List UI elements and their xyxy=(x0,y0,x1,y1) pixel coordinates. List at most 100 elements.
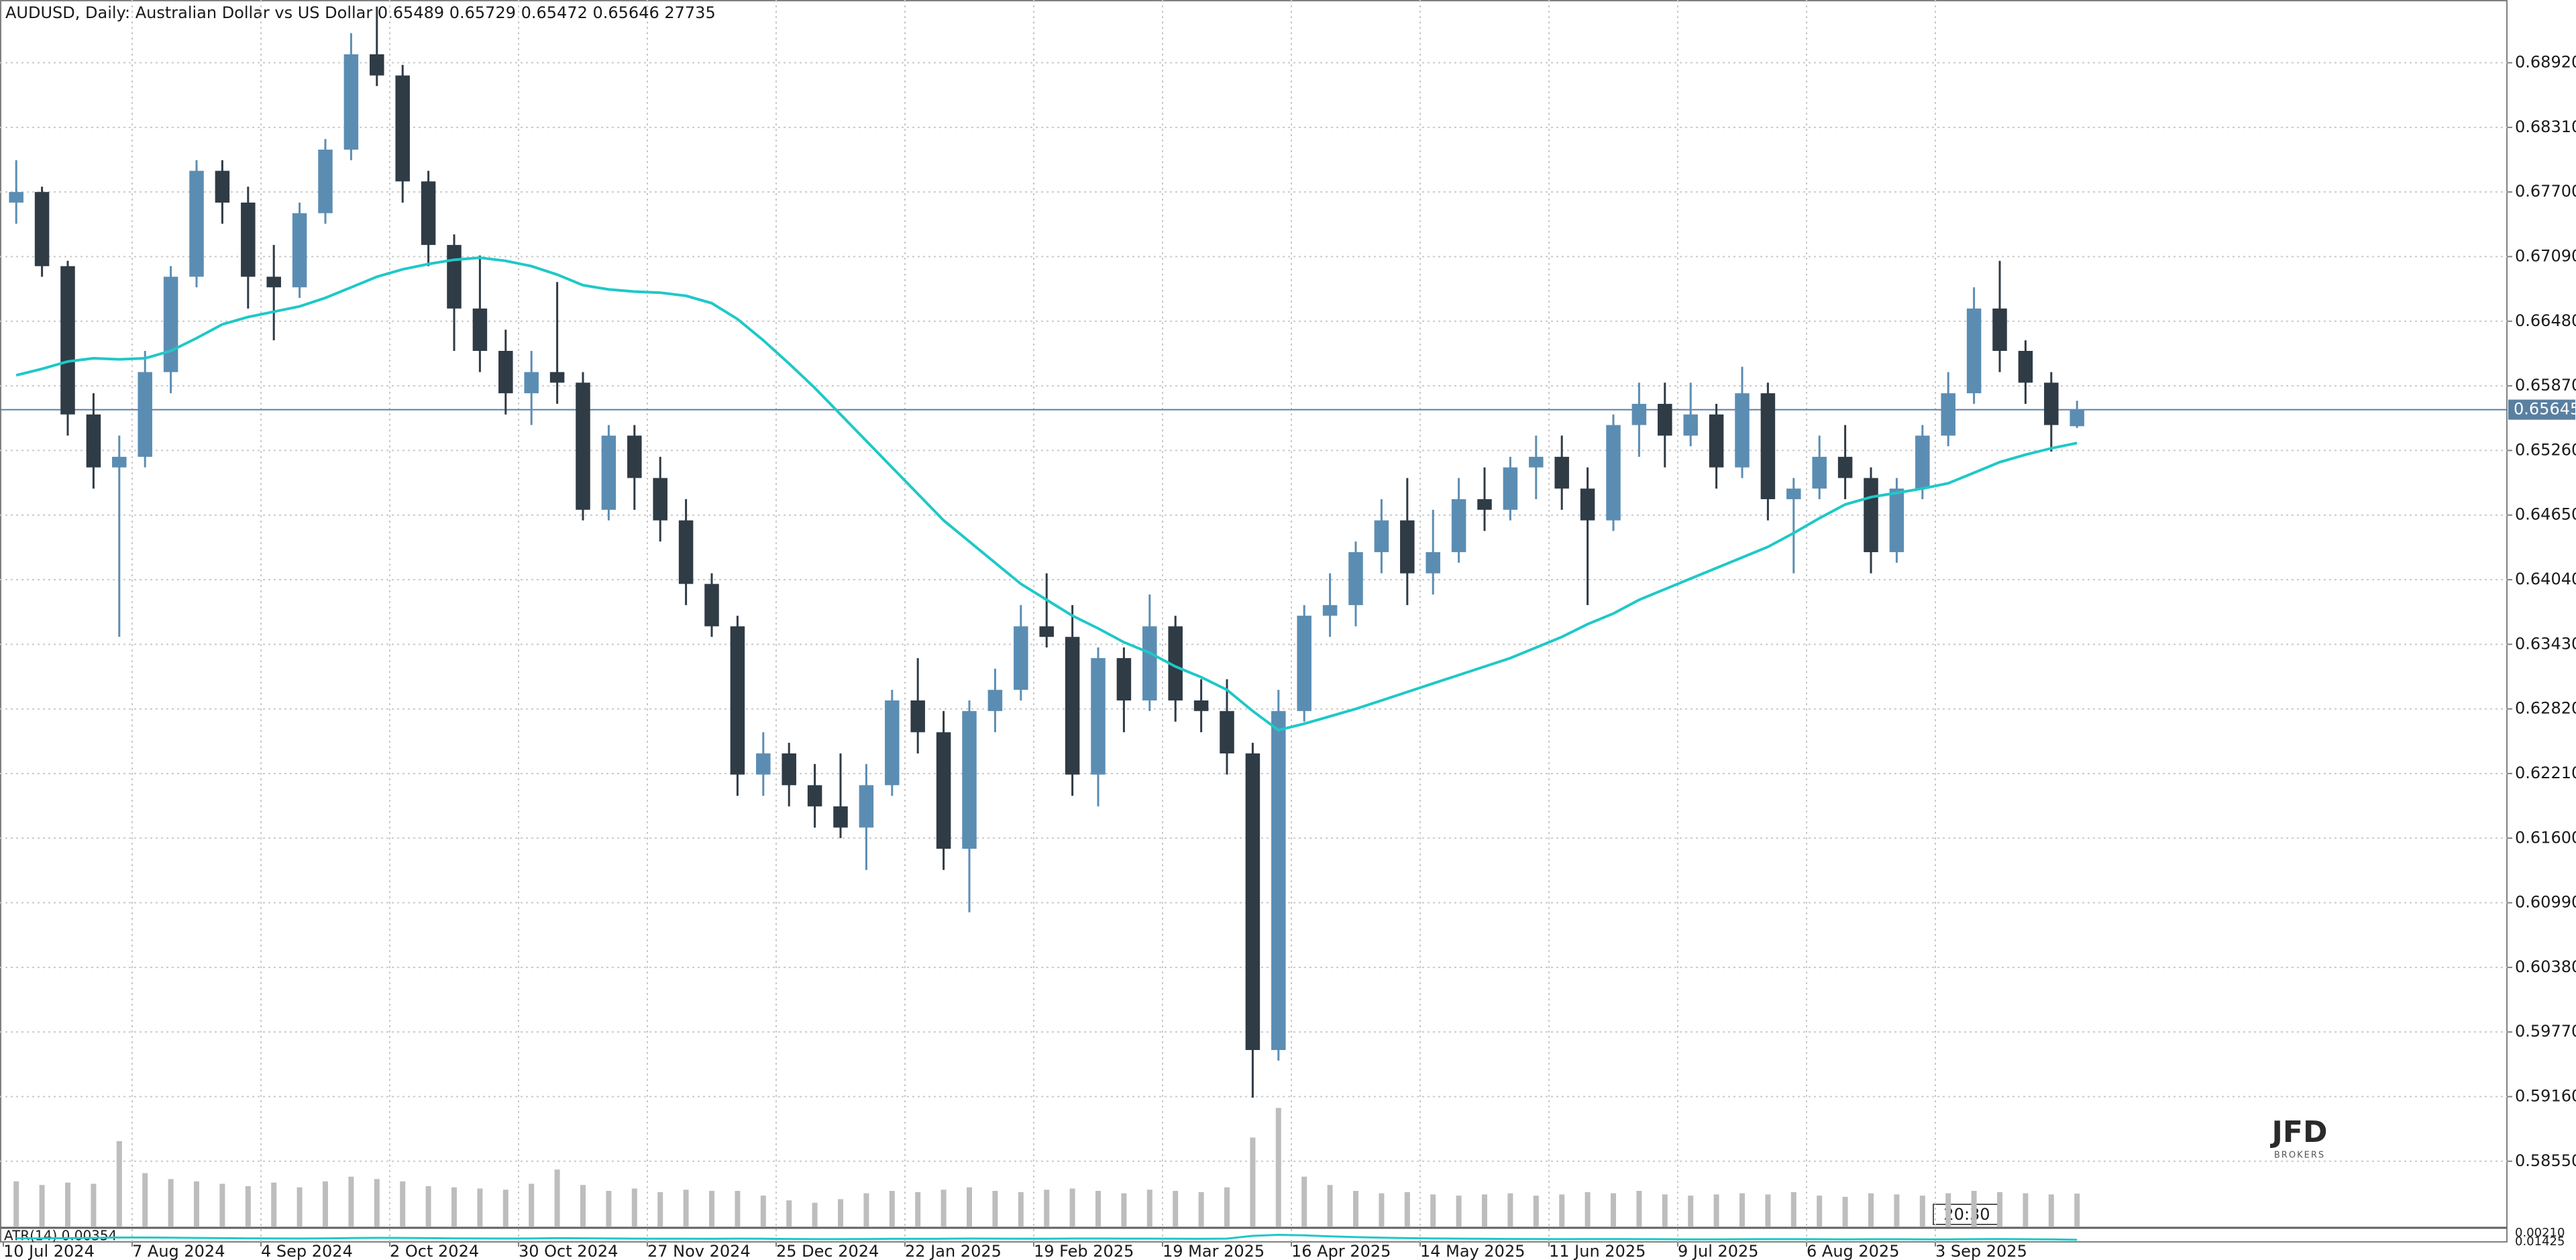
candle-body xyxy=(189,170,204,277)
y-tick-label: 0.59160 xyxy=(2515,1086,2576,1105)
volume-bar xyxy=(374,1179,380,1226)
candle-body xyxy=(962,711,977,849)
candle-body xyxy=(524,372,539,394)
chart-title: AUDUSD, Daily: Australian Dollar vs US D… xyxy=(5,3,716,22)
candle-body xyxy=(2044,382,2059,425)
x-tick-label: 30 Oct 2024 xyxy=(519,1242,618,1260)
last-price-box xyxy=(2508,399,2575,420)
volume-bar xyxy=(631,1188,637,1226)
volume-bar xyxy=(735,1190,741,1226)
candle-body xyxy=(1426,552,1440,574)
candle-body xyxy=(266,276,281,288)
candle-body xyxy=(2018,350,2033,383)
volume-bar xyxy=(1456,1196,1462,1226)
volume-bar xyxy=(39,1185,45,1226)
candle-body xyxy=(1477,499,1492,510)
candle-body xyxy=(1735,393,1750,468)
logo: JFD xyxy=(2270,1115,2328,1149)
volume-bar xyxy=(1894,1194,1900,1226)
candle-body xyxy=(1941,393,1955,436)
volume-bar xyxy=(1507,1193,1513,1226)
volume-bar xyxy=(400,1181,406,1226)
candle-body xyxy=(395,75,410,182)
candle-body xyxy=(1297,615,1311,711)
volume-bar xyxy=(838,1199,843,1226)
volume-bar xyxy=(1121,1193,1127,1226)
candle-body xyxy=(678,520,694,584)
candle-body xyxy=(1271,711,1286,1051)
volume-bar xyxy=(786,1200,792,1226)
volume-bar xyxy=(91,1184,97,1226)
volume-bar xyxy=(502,1190,508,1226)
volume-bar xyxy=(992,1190,998,1226)
volume-bar xyxy=(812,1202,818,1226)
y-tick-label: 0.62820 xyxy=(2515,699,2576,718)
x-tick-label: 9 Jul 2025 xyxy=(1678,1242,1759,1260)
candle-body xyxy=(859,785,874,828)
candle-body xyxy=(1709,414,1724,468)
volume-bar xyxy=(1919,1196,1925,1226)
candle-body xyxy=(498,350,513,394)
candle-body xyxy=(1580,488,1595,521)
x-tick-label: 11 Jun 2025 xyxy=(1549,1242,1646,1260)
volume-bar xyxy=(65,1182,70,1226)
candle-body xyxy=(138,372,152,457)
candle-body xyxy=(1864,478,1878,552)
volume-bar xyxy=(297,1187,303,1226)
volume-bar xyxy=(142,1173,148,1226)
volume-bar xyxy=(1739,1193,1745,1226)
volume-bar xyxy=(1559,1194,1565,1226)
candle-body xyxy=(2070,409,2084,427)
volume-bar xyxy=(219,1184,225,1226)
y-tick-label: 0.63430 xyxy=(2515,634,2576,653)
candle-body xyxy=(756,753,771,775)
volume-bar xyxy=(1275,1108,1281,1226)
volume-bar xyxy=(1224,1187,1230,1226)
x-tick-label: 19 Mar 2025 xyxy=(1163,1242,1265,1260)
x-tick-label: 27 Nov 2024 xyxy=(647,1242,751,1260)
candle-body xyxy=(34,192,50,266)
candle-body xyxy=(1348,552,1363,605)
candle-body xyxy=(241,202,256,277)
candle-body xyxy=(215,170,230,203)
volume-bar xyxy=(1482,1194,1487,1226)
volume-bar xyxy=(2023,1193,2029,1226)
volume-bar xyxy=(967,1187,972,1226)
y-tick-label: 0.66480 xyxy=(2515,311,2576,330)
candle-body xyxy=(1168,626,1183,701)
volume-bar xyxy=(941,1190,947,1226)
volume-bar xyxy=(323,1181,328,1226)
volume-bar xyxy=(1301,1176,1307,1226)
candle-body xyxy=(318,150,333,213)
y-tick-label: 0.60380 xyxy=(2515,957,2576,976)
candle-body xyxy=(987,690,1003,711)
candle-body xyxy=(1374,520,1389,552)
volume-bar xyxy=(1868,1193,1874,1226)
volume-bar xyxy=(194,1181,199,1226)
y-tick-label: 0.62210 xyxy=(2515,764,2576,782)
volume-bar xyxy=(1095,1190,1101,1226)
volume-bar xyxy=(580,1185,586,1226)
volume-bar xyxy=(1817,1196,1823,1226)
x-tick-label: 2 Oct 2024 xyxy=(390,1242,479,1260)
y-tick-label: 0.68920 xyxy=(2515,53,2576,72)
candle-body xyxy=(1142,626,1157,701)
candle-body xyxy=(936,732,951,849)
candle-body xyxy=(1193,700,1209,711)
candle-body xyxy=(1039,626,1054,637)
candle-body xyxy=(112,456,127,468)
x-tick-label: 14 May 2025 xyxy=(1420,1242,1525,1260)
volume-bar xyxy=(1636,1190,1642,1226)
candle-body xyxy=(1812,456,1827,489)
volume-bar xyxy=(168,1179,174,1226)
candle-body xyxy=(447,245,462,309)
candle-body xyxy=(163,276,178,372)
atr-tick-label: 0.01425 xyxy=(2515,1235,2565,1249)
candle-body xyxy=(1400,520,1415,574)
y-tick-label: 0.67090 xyxy=(2515,246,2576,265)
candle-body xyxy=(343,54,359,150)
candle-body xyxy=(782,753,796,786)
candle-body xyxy=(1760,393,1776,500)
volume-bar xyxy=(863,1193,869,1226)
